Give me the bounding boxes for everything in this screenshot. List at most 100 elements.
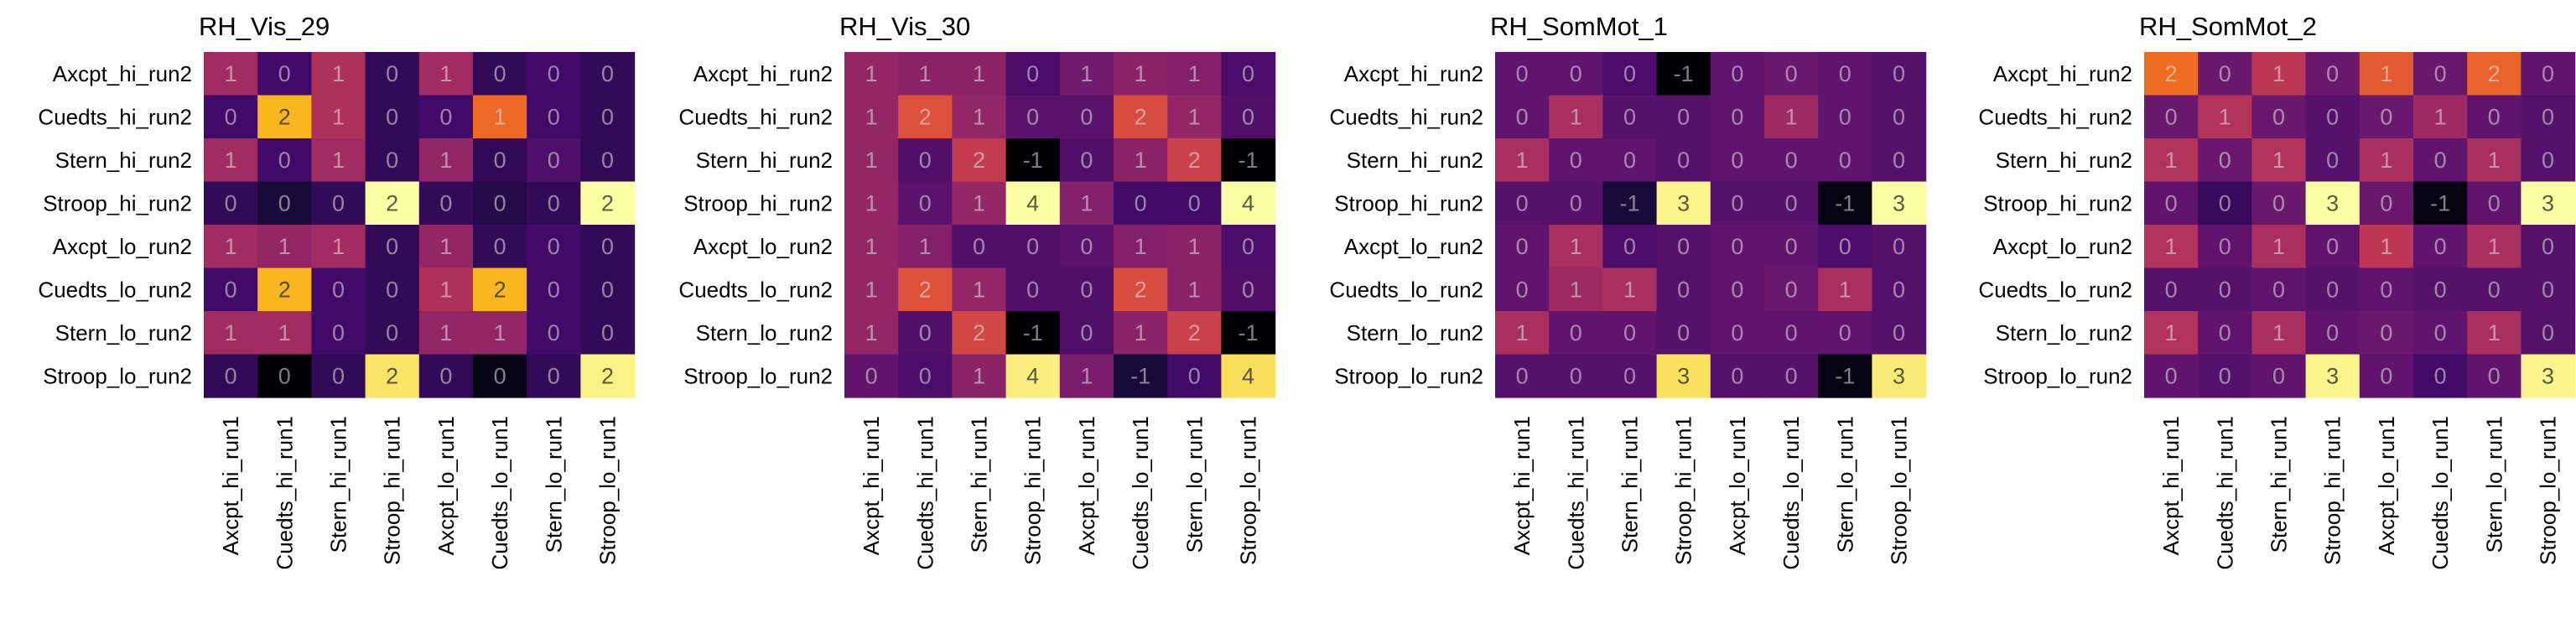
cell-value-label: 0	[225, 190, 237, 216]
row-tick-label: Cuedts_hi_run2	[678, 104, 833, 129]
cell-value-label: 0	[1516, 277, 1529, 302]
heatmap-cell	[1656, 311, 1711, 356]
row-tick-label: Cuedts_lo_run2	[678, 277, 833, 302]
heatmap-cell	[2521, 354, 2576, 398]
cell-value-label: 1	[1080, 190, 1093, 216]
column-tick-label: Axcpt_hi_run1	[218, 416, 243, 555]
heatmap-cell	[1114, 52, 1168, 96]
cell-value-label: 0	[1623, 363, 1636, 388]
column-tick-label: Axcpt_lo_run1	[434, 416, 459, 555]
cell-value-label: 0	[1516, 234, 1529, 259]
cell-value-label: 0	[2434, 363, 2447, 388]
heatmap-cell	[1818, 311, 1872, 356]
row-tick-label: Stroop_lo_run2	[683, 363, 833, 388]
heatmap-cell	[1059, 225, 1114, 269]
column-tick-label: Cuedts_lo_run1	[2428, 416, 2453, 570]
heatmap-cell	[2251, 225, 2307, 269]
cell-value-label: 1	[919, 61, 932, 86]
heatmap-cell	[2198, 267, 2252, 312]
chart-title: RH_Vis_30	[839, 12, 970, 41]
heatmap-cell	[952, 225, 1007, 269]
heatmap-cell	[204, 95, 258, 139]
column-tick-label: Cuedts_hi_run1	[912, 416, 937, 570]
column-tick-label: Cuedts_lo_run1	[487, 416, 512, 570]
cell-value-label: 0	[2488, 363, 2501, 388]
heatmap-cell	[2359, 225, 2414, 269]
cell-value-label: 0	[1242, 234, 1254, 259]
cell-value-label: 0	[1135, 190, 1147, 216]
cell-value-label: -1	[1674, 61, 1694, 86]
heatmap-cell	[1114, 311, 1168, 356]
heatmap-cell	[1818, 52, 1872, 96]
cell-value-label: 0	[386, 148, 398, 173]
heatmap-cell	[2467, 181, 2521, 226]
heatmap-cell	[1656, 267, 1711, 312]
heatmap-cell	[1059, 311, 1114, 356]
heatmap-cell	[1495, 181, 1550, 226]
heatmap-cell	[2251, 311, 2307, 356]
cell-value-label: 0	[2542, 320, 2554, 345]
heatmap-cell	[1656, 95, 1711, 139]
cell-value-label: 0	[1731, 61, 1743, 86]
cell-value-label: 0	[1839, 320, 1852, 345]
heatmap-cell	[2467, 354, 2521, 398]
heatmap-cell	[365, 311, 420, 356]
heatmap-cell	[2251, 267, 2307, 312]
column-tick-label: Stern_lo_run1	[1182, 416, 1207, 553]
cell-value-label: 0	[1677, 104, 1690, 129]
cell-value-label: 0	[2165, 277, 2178, 302]
cell-value-label: 1	[865, 234, 878, 259]
heatmap-cell	[898, 138, 953, 183]
row-tick-label: Stroop_lo_run2	[1983, 363, 2132, 388]
column-tick-label: Stern_lo_run1	[2481, 416, 2506, 553]
heatmap-cell	[257, 95, 312, 139]
cell-value-label: -1	[1023, 148, 1043, 173]
cell-value-label: 0	[2272, 104, 2285, 129]
heatmap-cell	[2251, 138, 2307, 183]
cell-value-label: 1	[1188, 104, 1201, 129]
cell-value-label: 1	[2272, 320, 2285, 345]
heatmap-cell	[2251, 52, 2307, 96]
row-tick-label: Stroop_lo_run2	[1334, 363, 1483, 388]
cell-value-label: 2	[1135, 104, 1147, 129]
heatmap-cell	[2413, 52, 2468, 96]
cell-value-label: 1	[1516, 148, 1529, 173]
cell-value-label: 0	[332, 363, 345, 388]
heatmap-cell	[1549, 95, 1603, 139]
heatmap-cell	[1221, 354, 1276, 398]
heatmap-cell	[1764, 95, 1819, 139]
cell-value-label: 1	[973, 61, 985, 86]
cell-value-label: 1	[865, 148, 878, 173]
chart-title: RH_SomMot_2	[2139, 12, 2317, 41]
row-tick-label: Axcpt_lo_run2	[1344, 234, 1483, 259]
heatmap-cell	[580, 311, 636, 356]
cell-value-label: -1	[1619, 190, 1639, 216]
cell-value-label: 1	[225, 320, 237, 345]
heatmap-cell	[2305, 138, 2360, 183]
cell-value-label: 0	[386, 104, 398, 129]
heatmap-cell	[365, 267, 420, 312]
heatmap-cell	[1818, 267, 1872, 312]
heatmap-cell	[1656, 354, 1711, 398]
cell-value-label: 4	[1242, 363, 1254, 388]
row-tick-label: Stern_hi_run2	[55, 148, 192, 173]
cell-value-label: 1	[2165, 320, 2178, 345]
cell-value-label: 0	[494, 190, 506, 216]
row-tick-label: Cuedts_hi_run2	[1978, 104, 2132, 129]
cell-value-label: 0	[1516, 61, 1529, 86]
column-tick-label: Stroop_hi_run1	[380, 416, 405, 565]
cell-value-label: 0	[332, 277, 345, 302]
cell-value-label: 2	[278, 277, 291, 302]
cell-value-label: 0	[548, 61, 560, 86]
cell-value-label: 0	[601, 61, 614, 86]
cell-value-label: 0	[2542, 61, 2554, 86]
cell-value-label: 1	[332, 148, 345, 173]
cell-value-label: 0	[278, 148, 291, 173]
heatmap-cell	[527, 95, 581, 139]
heatmap-cell	[580, 225, 636, 269]
column-tick-label: Cuedts_hi_run1	[272, 416, 297, 570]
cell-value-label: 3	[2542, 363, 2554, 388]
cell-value-label: 0	[1893, 320, 1905, 345]
cell-value-label: 2	[601, 363, 614, 388]
cell-value-label: 0	[1570, 61, 1582, 86]
